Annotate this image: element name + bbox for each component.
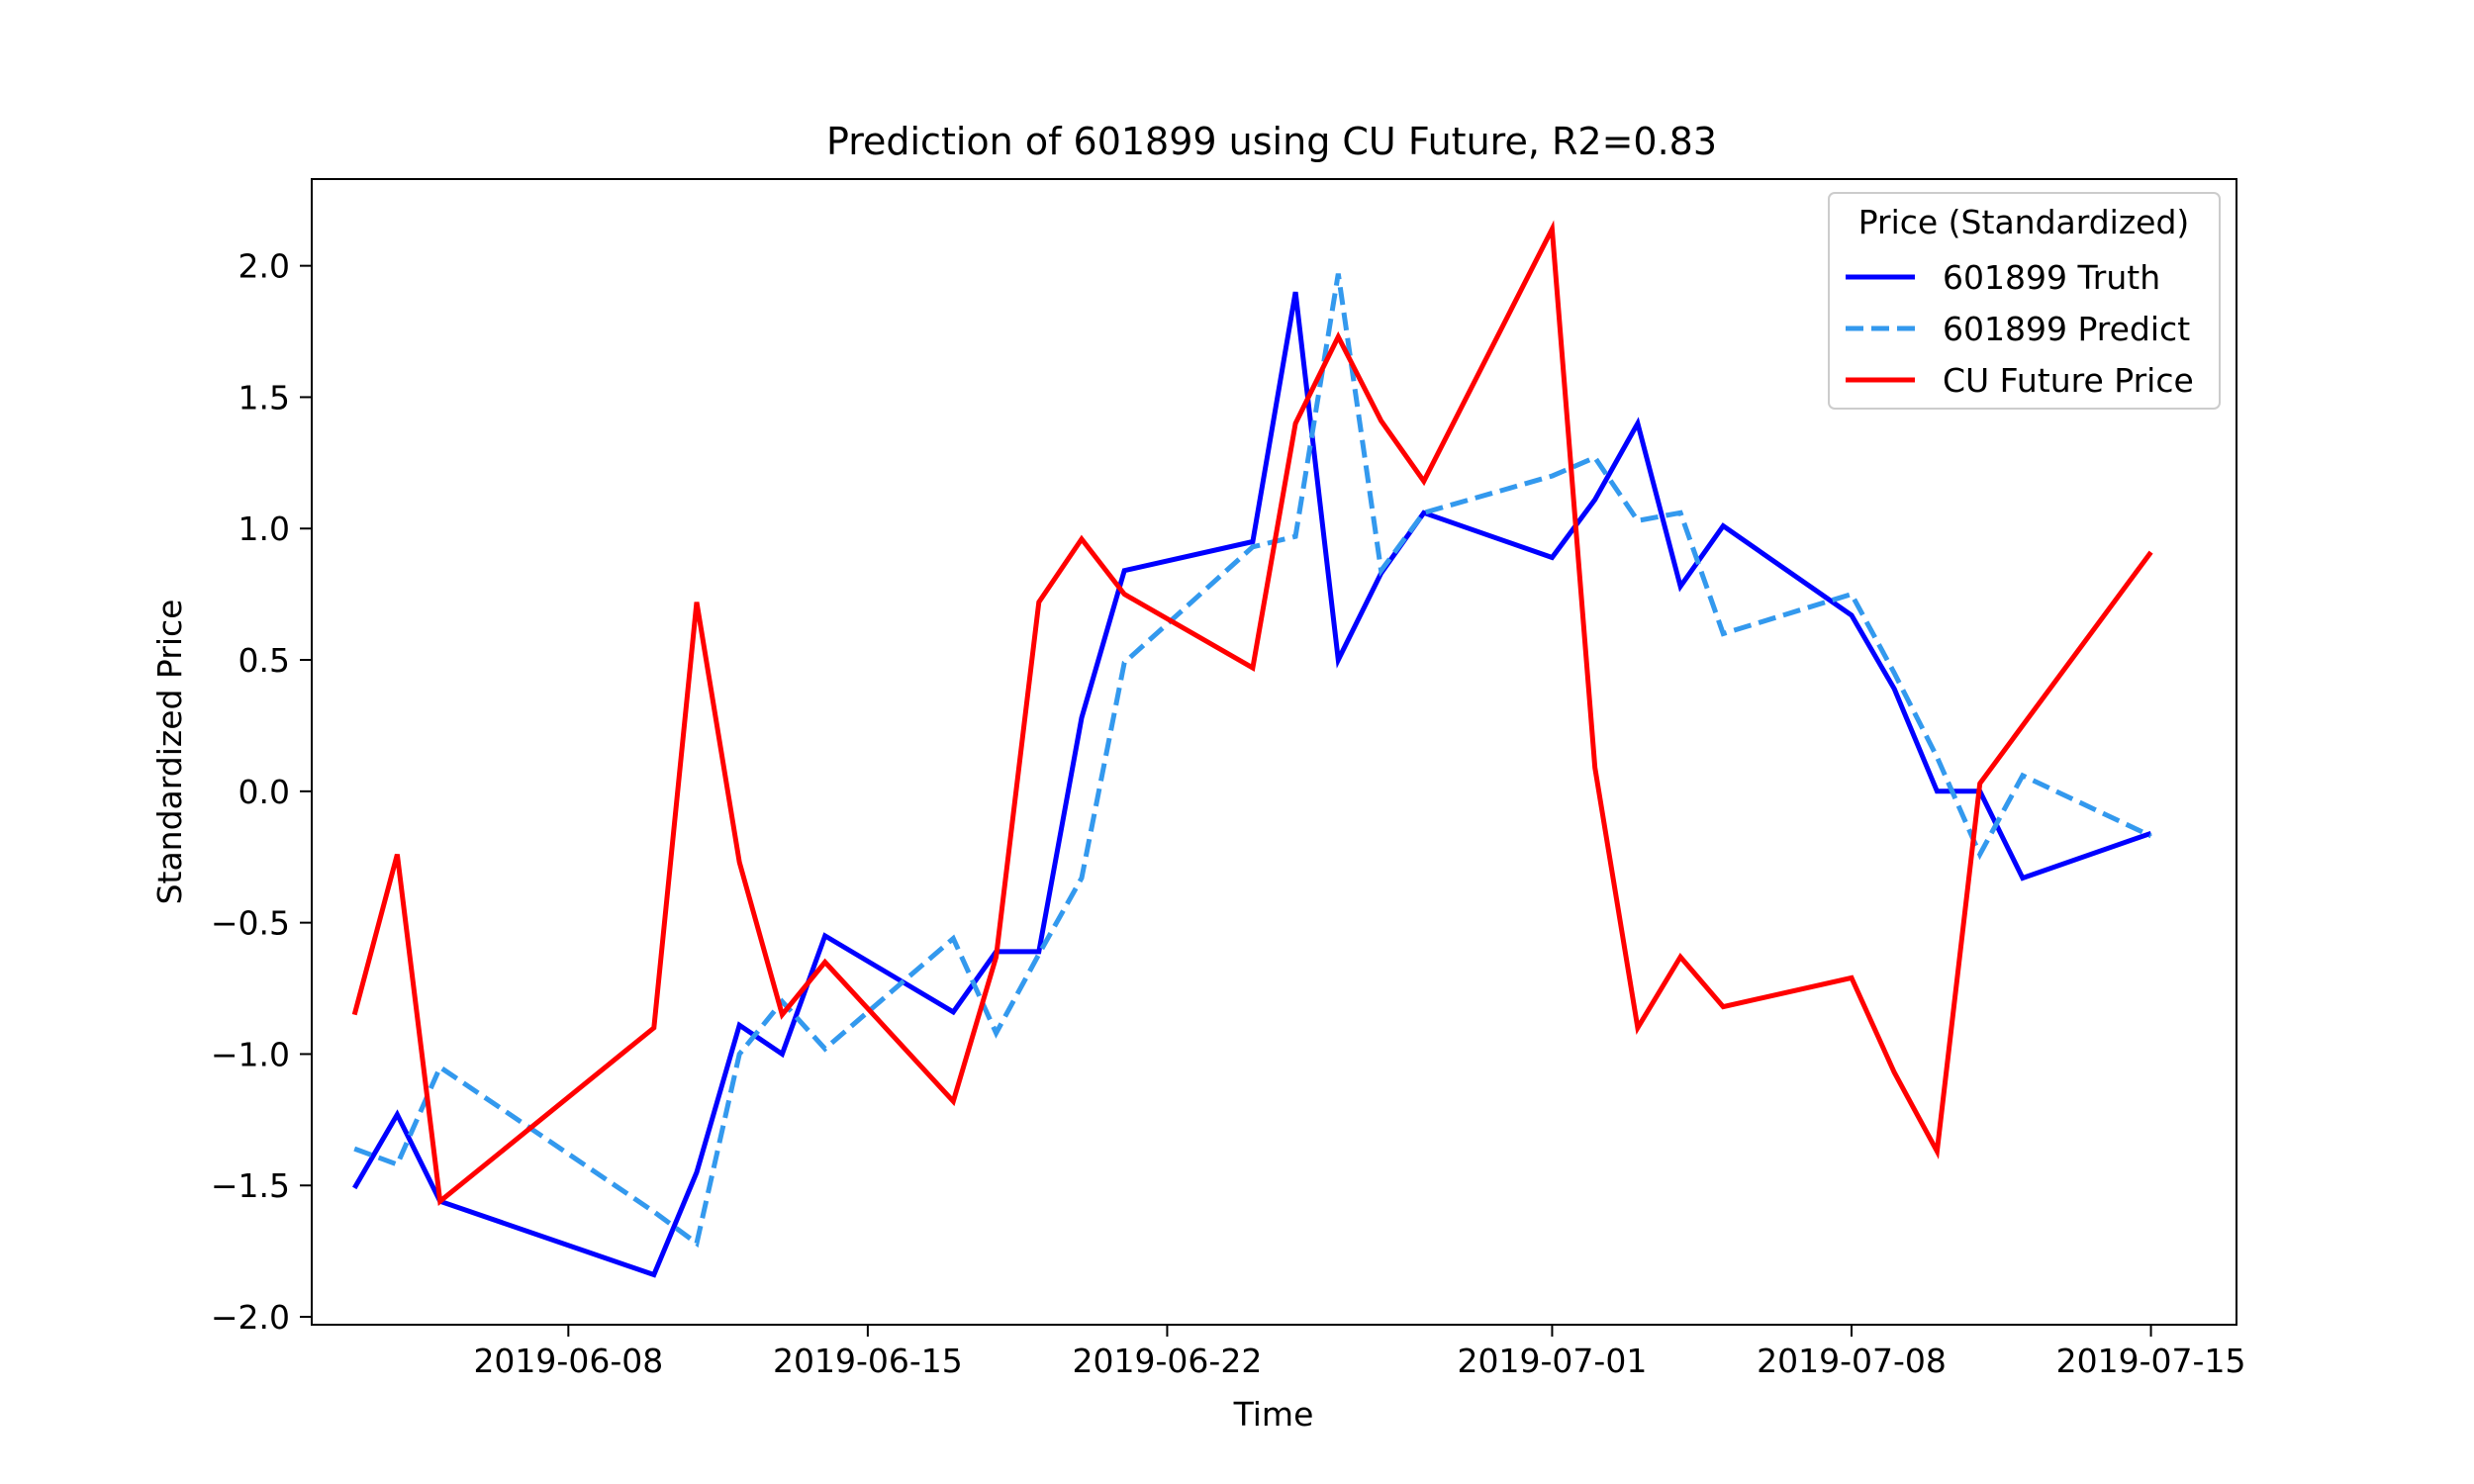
- legend: Price (Standardized) 601899 Truth601899 …: [1828, 192, 2221, 410]
- y-tick-label: −2.0: [211, 1298, 290, 1337]
- y-axis-label: Standardized Price: [150, 600, 189, 905]
- x-tick-label: 2019-07-01: [1458, 1342, 1648, 1380]
- y-tick-label: −0.5: [211, 904, 290, 943]
- y-tick-label: 1.5: [238, 378, 290, 417]
- y-tick-label: −1.5: [211, 1166, 290, 1205]
- x-tick-label: 2019-06-15: [773, 1342, 963, 1380]
- y-tick-label: 1.0: [238, 510, 290, 548]
- legend-title: Price (Standardized): [1858, 203, 2190, 241]
- x-tick-label: 2019-07-08: [1757, 1342, 1947, 1380]
- x-axis: 2019-06-08 2019-06-15 2019-06-22 2019-07-01…: [473, 1325, 2245, 1380]
- x-axis-label: Time: [1233, 1395, 1314, 1434]
- legend-label: CU Future Price: [1943, 361, 2194, 400]
- legend-label: 601899 Predict: [1943, 310, 2190, 348]
- legend-box: [1828, 192, 2221, 410]
- series-line-2: [353, 273, 2152, 1248]
- x-tick-label: 2019-06-08: [473, 1342, 663, 1380]
- y-tick-label: −1.0: [211, 1035, 290, 1073]
- series-line-1: [352, 291, 2152, 1278]
- plot-series: [351, 220, 2153, 1278]
- x-tick-label: 2019-07-15: [2056, 1342, 2246, 1380]
- x-tick-label: 2019-06-22: [1073, 1342, 1263, 1380]
- series-line-3: [351, 220, 2153, 1206]
- y-axis: −2.0 −1.5 −1.0 −0.5 0.0 0.5 1.0 1.5 2.0: [211, 247, 312, 1337]
- y-tick-label: 0.5: [238, 641, 290, 680]
- plot-frame: [311, 178, 2237, 1326]
- y-tick-label: 0.0: [238, 773, 290, 811]
- legend-entries: 601899 Truth 601899 Predict CU Future Pric…: [1846, 258, 2194, 400]
- legend-label: 601899 Truth: [1943, 258, 2160, 297]
- y-tick-label: 2.0: [238, 247, 290, 286]
- chart-title: Prediction of 601899 using CU Future, R2…: [826, 120, 1717, 163]
